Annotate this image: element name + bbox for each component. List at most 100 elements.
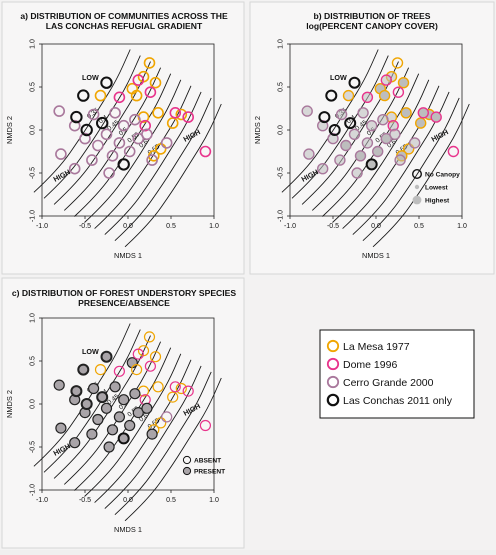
absent-point [199,419,211,432]
absent-point [117,432,130,445]
present-point [100,350,113,363]
y-tick-label: 1.0 [29,313,36,323]
present-point [92,413,104,426]
community-point [169,107,182,119]
canopy-point [361,91,374,104]
community-point [68,162,81,175]
panel-c: c) DISTRIBUTION OF FOREST UNDERSTORY SPE… [1,277,245,549]
y-tick-label: 0.0 [277,125,284,135]
legend-lowest-symbol [414,184,420,190]
absent-point [161,411,173,423]
canopy-point [317,119,329,132]
y-tick-label: -0.5 [29,441,36,453]
present-point [69,437,81,449]
present-point [106,424,119,436]
y-tick-label: 0.0 [29,125,36,135]
community-point [103,167,115,179]
y-tick-label: -1.0 [29,484,36,496]
panel-a-xlabel: NMDS 1 [114,251,142,260]
community-point [117,119,130,132]
contour-line [124,103,222,248]
canopy-point [340,139,352,152]
present-point [70,385,83,398]
legend-highest-symbol [412,195,422,205]
group-legend: La Mesa 1977 Dome 1996 Cerro Grande 2000… [319,329,475,419]
group-legend-box [319,329,475,419]
legend-la-mesa-label: La Mesa 1977 [343,341,410,353]
x-tick-label: -0.5 [79,223,91,230]
canopy-point [342,89,355,102]
present-point [96,391,109,404]
canopy-point [334,154,346,166]
canopy-point [327,132,339,145]
legend-las-conchas-label: Las Conchas 2011 only [343,395,453,407]
x-tick-label: -1.0 [284,223,296,230]
panel-b-frame [249,1,495,275]
x-tick-label: -1.0 [36,223,48,230]
present-point [55,422,67,434]
contour-line [332,79,430,223]
x-tick-label: -0.5 [327,223,339,230]
contour-line [114,371,212,516]
panel-c-ylabel: NMDS 2 [5,390,14,418]
present-point [118,394,130,406]
canopy-point [394,154,406,166]
legend-la-mesa-symbol [326,339,340,353]
canopy-point [354,150,367,162]
canopy-point [377,113,389,126]
x-tick-label: 1.0 [209,497,219,504]
community-point [87,108,100,121]
community-point [92,139,104,152]
community-point [113,91,126,104]
contour-line [352,91,450,235]
community-point [199,145,212,158]
present-point [86,428,98,440]
panel-b-low-label: LOW [330,73,347,82]
x-tick-label: 0.0 [371,223,381,230]
legend-present-label: PRESENT [194,469,225,476]
x-tick-label: -0.5 [79,497,91,504]
community-point [79,132,91,145]
y-tick-label: 0.0 [29,399,36,409]
canopy-point [348,76,361,89]
legend-no-canopy-label: No Canopy [425,172,460,179]
canopy-point [351,167,363,179]
community-point [100,76,113,89]
absent-point [169,381,181,393]
y-tick-label: 0.5 [29,356,36,366]
community-point [141,128,153,141]
community-point [109,107,121,119]
community-point [100,128,113,141]
panel-b-title-line1: b) DISTRIBUTION OF TREES [314,11,431,21]
community-point [139,119,151,132]
community-point [117,158,130,171]
canopy-point [303,148,315,160]
contour-line [33,323,131,467]
legend-las-conchas-symbol [326,393,340,407]
canopy-point [397,76,410,89]
legend-highest-label: Highest [425,198,450,205]
absent-point [144,360,156,372]
contour-line [104,91,202,235]
contour-label: 0.4 [98,114,110,125]
absent-point [175,382,187,395]
contour-line [104,365,202,509]
community-point [130,89,143,102]
canopy-point [372,145,384,158]
panel-b-ticks: -1.0 -0.5 0.0 0.5 1.0 -1.0 -0.5 0.0 0.5 1.0 [277,39,467,230]
panel-a-ylabel: NMDS 2 [5,116,14,144]
x-tick-label: -1.0 [36,497,48,504]
panel-b-xlabel: NMDS 1 [362,251,390,260]
canopy-point [417,107,429,119]
canopy-point [361,137,374,149]
x-tick-label: 1.0 [457,223,467,230]
x-tick-label: 0.0 [123,497,133,504]
canopy-point [380,74,392,86]
community-point [96,116,109,130]
canopy-point [357,107,369,119]
community-point [144,86,157,98]
community-point [86,154,98,166]
canopy-point [430,111,442,123]
